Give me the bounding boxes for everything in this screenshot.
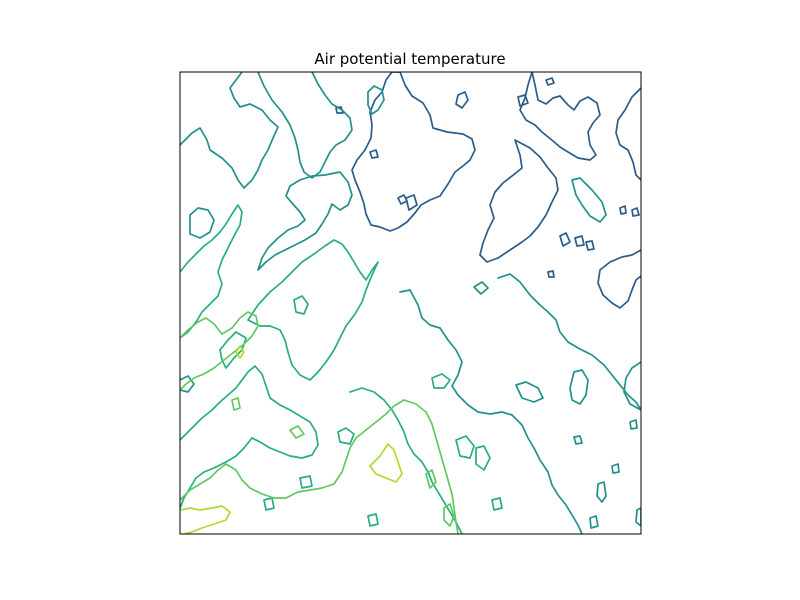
contour-line-teal-north xyxy=(257,72,353,179)
contour-lines xyxy=(180,72,641,534)
contour-line-lightgreen-lake-1 xyxy=(231,397,241,411)
contour-line-cold-islet-3 xyxy=(517,94,529,107)
contour-line-lightgreen-south xyxy=(180,399,459,534)
contour-line-green-south xyxy=(180,365,319,509)
contour-line-cold-center-east xyxy=(479,139,559,263)
contour-line-teal-center xyxy=(257,171,353,271)
contour-line-green-lake-4 xyxy=(431,373,451,389)
contour-line-teal-lake-west xyxy=(189,207,215,239)
contour-line-cold-islet-6 xyxy=(559,232,571,247)
contour-line-green-lake-6 xyxy=(475,445,491,471)
contour-line-cold-northeast xyxy=(351,72,476,232)
contour-line-green-lake-5 xyxy=(455,435,475,459)
contour-line-green-lake-3 xyxy=(337,427,355,445)
contour-line-teal-islet-6 xyxy=(589,515,599,529)
contour-line-teal-south-center xyxy=(399,289,583,534)
contour-line-green-lake-8 xyxy=(299,475,313,489)
contour-line-cold-right-edge xyxy=(615,87,641,181)
contour-line-teal-right-lower xyxy=(623,361,641,411)
contour-line-teal-islet-4 xyxy=(611,463,620,474)
axes-frame xyxy=(179,71,642,535)
contour-line-teal-islet-9 xyxy=(473,281,489,295)
contour-line-cold-east xyxy=(519,72,601,161)
contour-line-green-lake-9 xyxy=(367,513,379,527)
contour-line-lightgreen-lake-4 xyxy=(425,469,437,489)
contour-line-green-center-south xyxy=(349,387,463,534)
contour-line-green-central-ridge xyxy=(247,239,379,381)
contour-line-yellowgreen-islet xyxy=(235,345,245,359)
contour-line-cold-lower-right xyxy=(597,249,641,309)
contour-line-teal-lake-east xyxy=(571,177,607,223)
contour-line-green-lake-7 xyxy=(263,497,275,511)
contour-line-teal-southeast xyxy=(497,273,641,411)
contour-line-teal-islet-2 xyxy=(515,381,544,403)
contour-line-cold-islet-8 xyxy=(585,240,595,251)
contour-line-teal-lake-north xyxy=(367,85,385,115)
chart-title: Air potential temperature xyxy=(314,50,505,68)
contour-line-teal-islet-7 xyxy=(635,507,641,527)
contour-line-cold-islet-5 xyxy=(405,194,418,211)
contour-line-cold-islet-9 xyxy=(619,205,627,215)
contour-line-lightgreen-lake-2 xyxy=(289,425,305,439)
contour-line-cold-islet-2 xyxy=(455,91,469,109)
contour-line-teal-islet-10 xyxy=(180,375,195,393)
contour-line-green-west xyxy=(180,204,243,339)
contour-line-teal-islet-1 xyxy=(569,369,589,405)
contour-line-cold-islet-13 xyxy=(369,149,379,159)
contour-line-cold-islet-12 xyxy=(335,106,344,114)
contour-line-cold-islet-10 xyxy=(631,207,640,217)
contour-line-teal-islet-3 xyxy=(596,481,607,503)
contour-line-yellowgreen-center xyxy=(369,443,403,483)
contour-line-cold-islet-7 xyxy=(574,235,585,247)
contour-line-lightgreen-west xyxy=(180,311,259,391)
contour-line-teal-northwest xyxy=(180,72,279,189)
contour-line-yellowgreen-southwest xyxy=(180,505,231,534)
contour-line-cold-islet-11 xyxy=(547,270,555,278)
contour-line-green-lake-2 xyxy=(293,295,309,315)
contour-line-green-lake-10 xyxy=(491,497,503,511)
contour-line-cold-islet-1 xyxy=(545,77,555,86)
contour-line-teal-islet-5 xyxy=(573,435,583,445)
contour-line-lightgreen-lake-3 xyxy=(443,503,455,527)
contour-line-teal-islet-8 xyxy=(629,419,638,430)
